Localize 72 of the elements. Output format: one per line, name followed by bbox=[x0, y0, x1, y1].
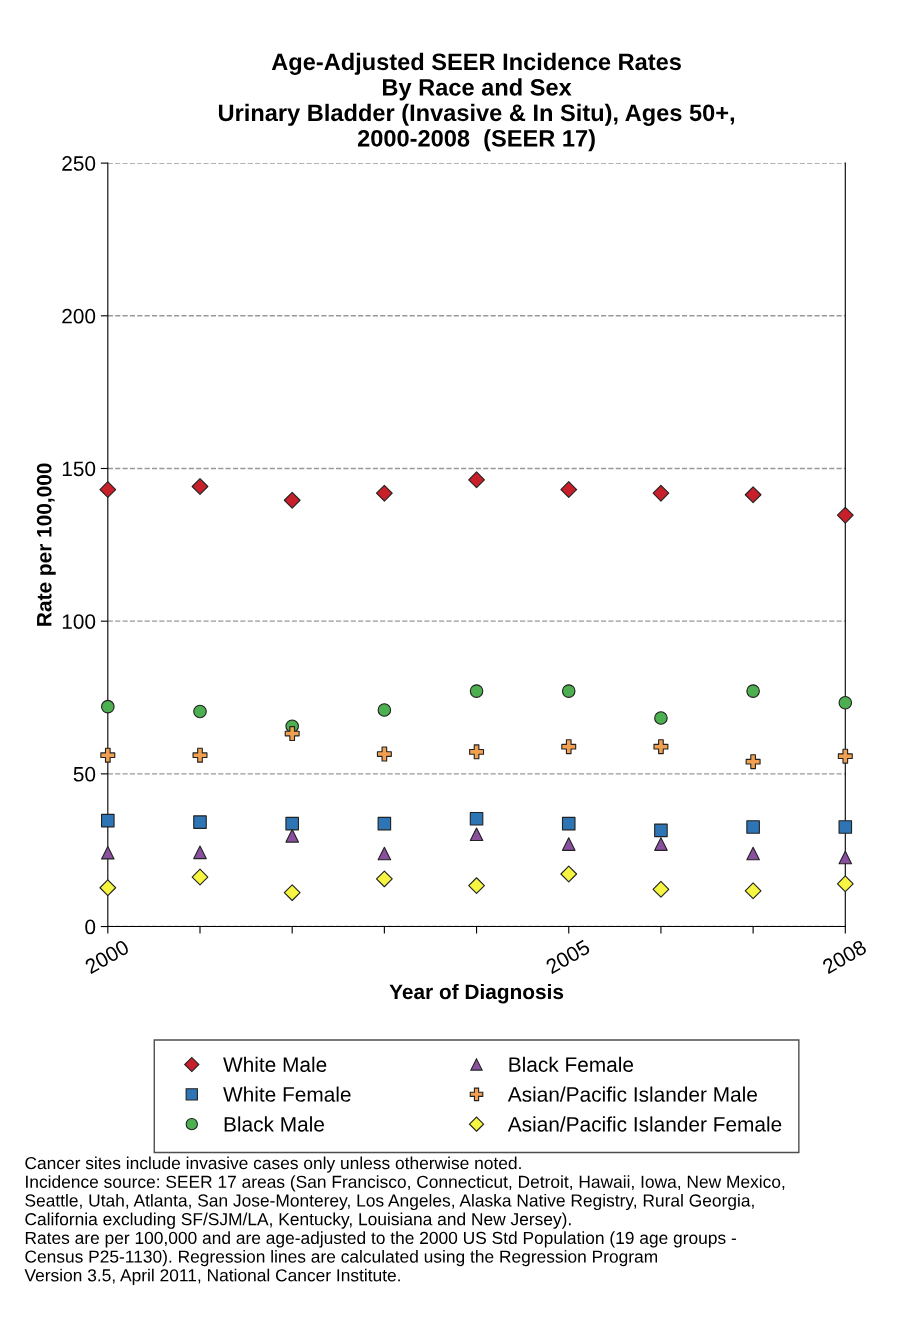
point bbox=[652, 880, 670, 898]
point bbox=[375, 484, 393, 502]
point bbox=[746, 820, 760, 834]
x-tick-label: 2000 bbox=[84, 939, 130, 975]
legend-label: Asian/Pacific Islander Female bbox=[507, 1116, 782, 1132]
point bbox=[744, 486, 762, 504]
point bbox=[560, 865, 578, 883]
point bbox=[746, 684, 760, 698]
y-tick-label: 100 bbox=[62, 614, 96, 629]
point bbox=[836, 506, 854, 524]
x-tick-label: 2008 bbox=[821, 939, 868, 975]
point bbox=[652, 484, 670, 502]
point bbox=[469, 684, 484, 698]
point bbox=[745, 754, 761, 770]
point bbox=[654, 837, 668, 851]
point bbox=[838, 820, 853, 834]
point bbox=[193, 704, 207, 719]
point bbox=[377, 846, 392, 861]
point bbox=[377, 703, 392, 717]
point bbox=[192, 747, 208, 763]
point bbox=[561, 837, 576, 851]
point bbox=[99, 481, 117, 498]
point bbox=[285, 816, 299, 831]
point bbox=[838, 695, 853, 710]
point bbox=[469, 744, 485, 760]
point bbox=[836, 875, 854, 893]
y-tick-label: 0 bbox=[85, 919, 96, 935]
point bbox=[560, 481, 578, 498]
point bbox=[653, 739, 669, 755]
y-axis-title: Rate per 100,000 bbox=[36, 463, 56, 626]
point bbox=[193, 815, 207, 829]
point bbox=[285, 829, 299, 843]
x-tick-label: 2005 bbox=[545, 939, 591, 975]
point bbox=[469, 811, 484, 826]
point bbox=[468, 877, 485, 895]
point bbox=[561, 739, 577, 755]
point bbox=[100, 747, 116, 763]
chart-title: Age-Adjusted SEER Incidence Rates By Race and Sex Urinary Bladder (Invasive & In Situ), Ages 50+, 2000-2008 (SEER 17) bbox=[218, 52, 735, 152]
legend-label: Black Female bbox=[509, 1056, 634, 1072]
point bbox=[99, 879, 117, 897]
legend-label: Black Male bbox=[224, 1116, 324, 1132]
y-tick-label: 250 bbox=[62, 156, 96, 171]
point bbox=[469, 827, 484, 842]
point bbox=[101, 813, 115, 828]
legend-label: Asian/Pacific Islander Male bbox=[507, 1086, 757, 1102]
legend-label: White Female bbox=[223, 1086, 351, 1102]
x-axis-title: Year of Diagnosis bbox=[389, 983, 564, 1004]
point bbox=[283, 884, 301, 902]
point bbox=[468, 471, 485, 489]
point bbox=[193, 845, 207, 860]
point bbox=[191, 478, 209, 495]
point bbox=[838, 850, 853, 865]
point bbox=[561, 684, 576, 698]
point bbox=[191, 868, 209, 886]
point bbox=[744, 882, 762, 900]
y-tick-label: 150 bbox=[62, 461, 96, 477]
point bbox=[283, 491, 301, 509]
point bbox=[561, 816, 576, 831]
point bbox=[746, 846, 760, 861]
point bbox=[377, 816, 392, 831]
point bbox=[101, 699, 115, 714]
point bbox=[837, 748, 853, 764]
point bbox=[654, 711, 668, 725]
text: Cancer sites include invasive cases only unless otherwise noted. Incidence source: SEER 17 areas (San Francisco, Connecticut, Detroit, Hawaii, Iowa, New Mexico, Seattle, Utah, Atlanta, San Jose-Monterey, Los Angeles, Alaska Native Registry, Rural Georgia, California excluding SF/SJM/LA, Kentucky, Louisiana and New Jersey). Rates are per 100,000 and are age-adjusted to the 2000 US Std Population (19 age groups - Census P25-1130). Regression lines are calculated using the Regression Program Version 3.5, April 2011, National Cancer Institute. bbox=[24, 1156, 785, 1285]
y-tick-label: 200 bbox=[62, 308, 96, 324]
point bbox=[101, 845, 115, 860]
point bbox=[375, 870, 393, 888]
point bbox=[284, 726, 300, 742]
point bbox=[654, 823, 668, 838]
y-tick-label: 50 bbox=[73, 766, 96, 782]
legend-label: White Male bbox=[223, 1056, 327, 1072]
point bbox=[376, 746, 392, 762]
